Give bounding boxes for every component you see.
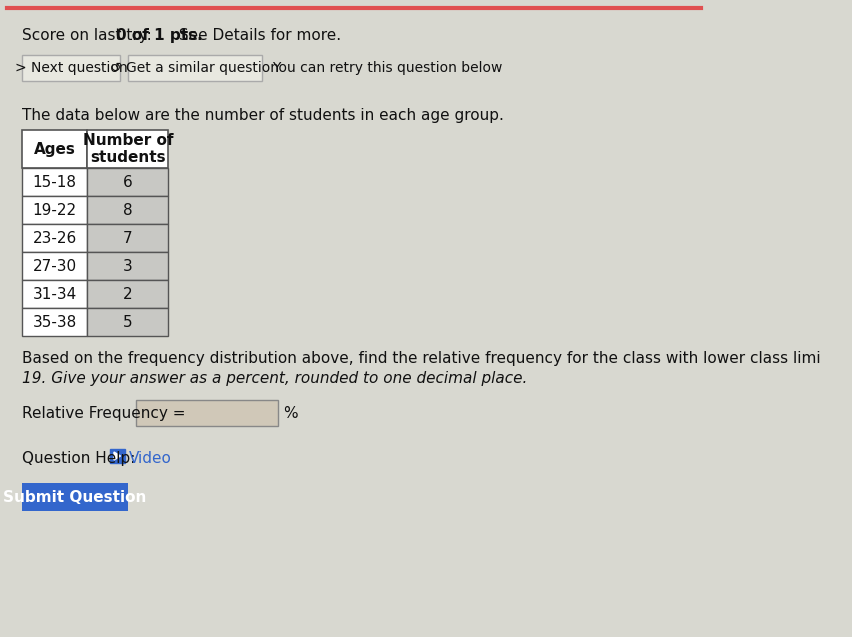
Text: > Next question: > Next question [14, 61, 127, 75]
FancyBboxPatch shape [22, 130, 87, 168]
Text: 5: 5 [123, 315, 132, 329]
Text: 19-22: 19-22 [32, 203, 77, 217]
Polygon shape [114, 452, 120, 460]
Text: You can retry this question below: You can retry this question below [272, 61, 502, 75]
Text: See Details for more.: See Details for more. [174, 27, 341, 43]
FancyBboxPatch shape [128, 55, 262, 81]
Text: Score on last try:: Score on last try: [22, 27, 157, 43]
Text: 0 of 1 pts.: 0 of 1 pts. [116, 27, 202, 43]
FancyBboxPatch shape [87, 196, 169, 224]
Text: 8: 8 [123, 203, 132, 217]
FancyBboxPatch shape [87, 168, 169, 196]
FancyBboxPatch shape [22, 308, 87, 336]
Text: Question Help:: Question Help: [22, 450, 135, 466]
Text: Video: Video [129, 450, 171, 466]
FancyBboxPatch shape [110, 449, 124, 463]
FancyBboxPatch shape [22, 252, 87, 280]
FancyBboxPatch shape [87, 224, 169, 252]
Text: 7: 7 [123, 231, 132, 245]
Text: Based on the frequency distribution above, find the relative frequency for the c: Based on the frequency distribution abov… [22, 350, 820, 366]
Text: 6: 6 [123, 175, 133, 189]
FancyBboxPatch shape [87, 252, 169, 280]
Text: %: % [283, 406, 297, 420]
FancyBboxPatch shape [22, 280, 87, 308]
Text: 23-26: 23-26 [32, 231, 77, 245]
Text: Relative Frequency =: Relative Frequency = [22, 406, 185, 420]
FancyBboxPatch shape [22, 483, 128, 511]
Text: 35-38: 35-38 [32, 315, 77, 329]
Text: 19. Give your answer as a percent, rounded to one decimal place.: 19. Give your answer as a percent, round… [22, 371, 527, 385]
Text: Number of
students: Number of students [83, 132, 173, 165]
Text: 27-30: 27-30 [32, 259, 77, 273]
FancyBboxPatch shape [22, 224, 87, 252]
Text: 31-34: 31-34 [32, 287, 77, 301]
FancyBboxPatch shape [87, 308, 169, 336]
FancyBboxPatch shape [22, 168, 87, 196]
Text: 2: 2 [123, 287, 132, 301]
Text: Submit Question: Submit Question [3, 489, 147, 505]
Text: 3: 3 [123, 259, 133, 273]
Text: ↺ Get a similar question: ↺ Get a similar question [110, 61, 279, 75]
Text: Ages: Ages [33, 141, 76, 157]
FancyBboxPatch shape [87, 130, 169, 168]
Text: The data below are the number of students in each age group.: The data below are the number of student… [22, 108, 504, 122]
FancyBboxPatch shape [22, 55, 119, 81]
FancyBboxPatch shape [22, 196, 87, 224]
FancyBboxPatch shape [87, 280, 169, 308]
FancyBboxPatch shape [135, 400, 278, 426]
Text: 15-18: 15-18 [32, 175, 77, 189]
